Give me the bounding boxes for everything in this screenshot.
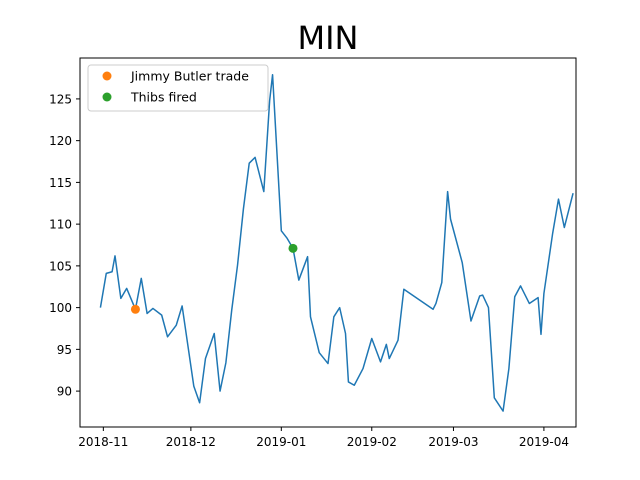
y-axis: 90 95 100 105 110 115 120 125 (49, 92, 80, 399)
legend-box (87, 64, 269, 112)
y-tick-label: 105 (49, 259, 72, 273)
x-tick-label: 2018-11 (78, 435, 128, 449)
plot-frame (79, 57, 577, 428)
y-tick-label: 90 (57, 385, 72, 399)
x-axis: 2018-11 2018-12 2019-01 2019-02 2019-03 2019-… (78, 427, 569, 449)
x-tick-label: 2019-04 (519, 435, 569, 449)
x-tick-label: 2018-12 (166, 435, 216, 449)
x-tick-label: 2019-03 (428, 435, 478, 449)
event-marker-1 (288, 243, 298, 253)
legend-marker-1 (102, 92, 112, 102)
y-tick-label: 120 (49, 134, 72, 148)
legend-label-0: Jimmy Butler trade (130, 69, 249, 84)
y-tick-label: 115 (49, 176, 72, 190)
legend-marker-0 (102, 71, 112, 81)
chart-title: MIN (298, 19, 359, 57)
y-tick-label: 110 (49, 218, 72, 232)
legend-label-1: Thibs fired (130, 90, 197, 105)
x-tick-label: 2019-02 (347, 435, 397, 449)
event-marker-0 (130, 304, 140, 314)
legend: Jimmy Butler trade Thibs fired (87, 64, 269, 112)
marker-layer (130, 243, 298, 314)
x-tick-label: 2019-01 (256, 435, 306, 449)
y-tick-label: 125 (49, 92, 72, 106)
series-layer (99, 73, 574, 412)
series-line-0 (99, 73, 574, 412)
y-tick-label: 95 (57, 343, 72, 357)
y-tick-label: 100 (49, 301, 72, 315)
